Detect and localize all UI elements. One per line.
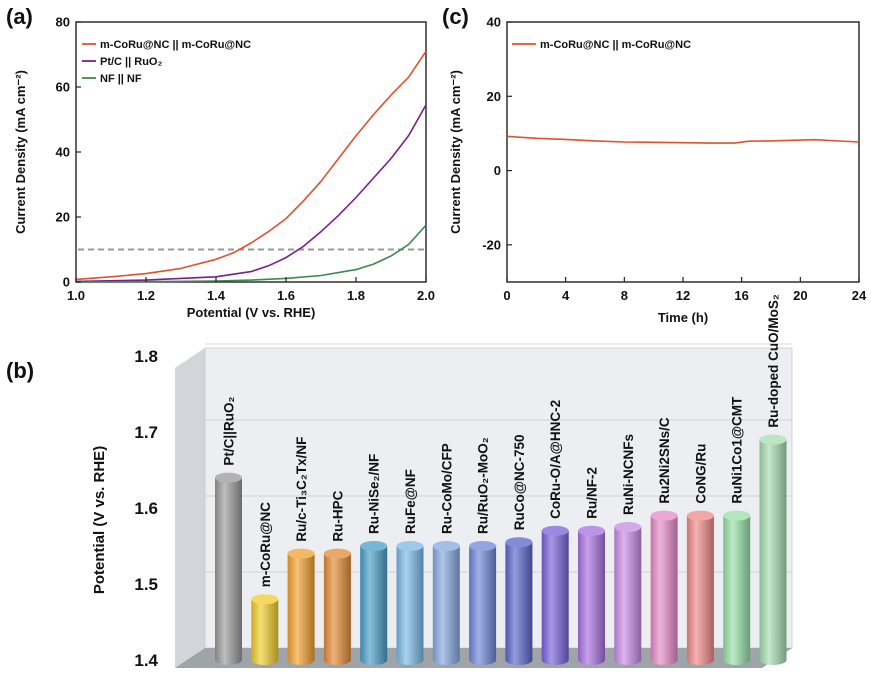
bar-14 [723,515,751,665]
y-tick-label: 1.4 [134,651,158,670]
bar-label-2: Ru/c-Ti₃C₂Tx/NF [294,437,309,542]
x-tick-label: 1.2 [137,288,155,303]
legend-label: m-CoRu@NC || m-CoRu@NC [540,39,691,51]
panel-label-c: (c) [442,4,469,29]
bar-cap-6 [432,541,460,551]
bar-label-15: Ru-doped CuO/MoS₂ [766,294,781,427]
bar-13 [686,515,714,665]
x-axis-label-c: Time (h) [658,310,708,325]
y-axis-label-c: Current Density (mA cm⁻²) [448,70,463,234]
x-tick-label: 12 [676,288,690,303]
bar-label-10: Ru/NF-2 [585,467,600,519]
y-tick-label: 1.6 [134,499,158,518]
bar-cap-14 [723,510,751,521]
x-tick-label: 2.0 [417,288,435,303]
series-line-1 [75,104,427,283]
bar-label-9: CoRu-O/A@HNC-2 [548,400,563,519]
legend-c: m-CoRu@NC || m-CoRu@NC [512,39,691,51]
panel-label-a: (a) [6,4,33,29]
bar-8 [505,542,533,665]
y-tick-label: 20 [56,210,70,225]
plot-frame-c [506,21,860,283]
bar-9 [541,530,569,665]
bar-15 [759,439,787,665]
y-tick-label: 40 [56,145,70,160]
y-axis-label-b: Potential (V vs. RHE) [91,446,108,594]
bar-cap-5 [396,541,424,551]
y-tick-label: 60 [56,80,70,95]
x-tick-label: 1.8 [347,288,365,303]
bar-cap-7 [469,541,497,551]
panel-c: (c) 0 4 8 12 16 20 24 -20 0 20 40 Time (h) Curren… [442,4,867,325]
bar-3 [323,553,351,665]
bar-label-1: m-CoRu@NC [258,502,273,587]
legend-label: Pt/C || RuO₂ [100,56,162,68]
bar-12 [650,515,678,665]
legend-a: m-CoRu@NC || m-CoRu@NC Pt/C || RuO₂ NF || … [82,39,251,85]
bar-cap-10 [578,525,605,536]
y-tick-label: 80 [56,15,70,30]
y-tick-label: 0 [494,163,501,178]
bar-label-8: RuCo@NC-750 [512,435,527,531]
bar-1 [251,599,279,665]
bar-10 [578,530,605,665]
x-tick-label: 16 [734,288,748,303]
x-tick-label: 4 [562,288,570,303]
x-tick-label: 8 [621,288,628,303]
bar-cap-3 [323,548,351,559]
y-tick-label: 20 [487,89,501,104]
y-tick-label: 40 [487,15,501,30]
chart-side-wall [175,348,205,668]
y-tick-label: 1.8 [134,347,158,366]
x-tick-label: 24 [852,288,867,303]
bar-5 [396,546,424,665]
x-tick-label: 1.4 [207,288,226,303]
bar-0 [215,477,242,665]
series-line-0 [75,50,427,281]
bar-cap-4 [360,541,388,551]
bar-label-4: Ru-NiSe₂/NF [367,454,382,534]
bar-cap-15 [759,434,787,445]
panel-label-b: (b) [6,358,34,383]
bar-cap-9 [541,525,569,536]
bar-label-14: RuNi1Co1@CMT [730,396,745,504]
bar-cap-13 [686,510,714,521]
y-axis-label-a: Current Density (mA cm⁻²) [13,70,28,234]
panel-a: (a) 1.0 1.2 1.4 1.6 1.8 2.0 0 20 40 60 80 Potenti… [6,4,435,320]
x-tick-label: 0 [503,288,510,303]
series-line-2 [75,224,427,283]
bar-cap-8 [505,537,533,548]
bar-cap-11 [614,522,642,532]
x-tick-label: 1.0 [67,288,85,303]
y-tick-label: 1.7 [134,423,158,442]
series-line-0 [506,135,860,144]
bar-cap-1 [251,594,279,605]
bar-label-7: Ru/RuO₂-MoO₂ [476,437,491,534]
bar-label-12: Ru2Ni2SNs/C [657,417,672,504]
bar-11 [614,527,642,665]
y-tick-label: -20 [482,237,501,252]
bar-label-13: CoNG/Ru [693,444,708,504]
bar-cap-2 [287,548,315,559]
bar-4 [360,546,388,665]
bar-label-6: Ru-CoMo/CFP [439,443,454,534]
y-tick-label: 1.5 [134,575,158,594]
bar-6 [432,546,460,665]
x-tick-label: 20 [793,288,807,303]
bar-7 [469,546,497,665]
bar-label-11: RuNi-NCNFs [621,434,636,515]
y-tick-label: 0 [63,275,70,290]
bar-label-0: Pt/C||RuO₂ [222,397,237,466]
bar-2 [287,553,315,665]
bar-label-3: Ru-HPC [330,490,345,541]
legend-label: m-CoRu@NC || m-CoRu@NC [100,39,251,51]
legend-label: NF || NF [100,73,142,85]
panel-b: (b) Pt/C||RuO₂ m-CoRu@NC Ru/c-Ti₃C₂Tx/NF Ru… [6,294,793,670]
bar-label-5: RuFe@NF [403,469,418,534]
x-axis-label-a: Potential (V vs. RHE) [187,305,316,320]
bar-cap-12 [650,510,678,521]
x-tick-label: 1.6 [277,288,295,303]
bar-cap-0 [215,472,242,483]
